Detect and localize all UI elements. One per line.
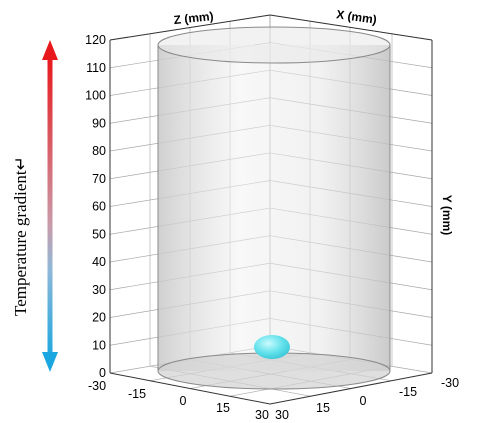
y-tick-label: 0 [99,366,106,380]
y-tick-label: 80 [92,144,106,158]
x-axis-title: X (mm) [335,7,377,27]
y-axis-title: Y (mm) [440,195,454,235]
y-tick-label: 40 [92,255,106,269]
y-tick-label: 100 [85,89,106,103]
temperature-gradient-arrow [42,40,58,372]
z-axis-title: Z (mm) [173,9,214,27]
y-tick-label: 70 [92,172,106,186]
z-tick-label: -15 [128,387,146,401]
y-tick-label: 10 [92,338,106,352]
y-tick-label: 60 [92,200,106,214]
y-tick-label: 110 [86,61,106,75]
x-tick-label: 30 [275,408,289,422]
y-tick-label: 50 [92,227,106,241]
temperature-gradient-label: Temperature gradient↵ [11,156,30,316]
x-tick-label: -15 [399,385,417,399]
cylinder [157,26,391,390]
cylinder-top [157,26,391,64]
x-tick-label: -30 [441,376,459,390]
y-tick-label: 20 [92,311,106,325]
y-tick-label: 90 [92,116,106,130]
x-tick-labels: 30 15 0 -15 -30 [275,376,459,422]
z-tick-label: 0 [180,394,187,408]
y-tick-label: 30 [92,283,106,297]
x-tick-label: 0 [360,394,367,408]
droplet [254,335,290,359]
z-tick-labels: -30 -15 0 15 30 [88,379,269,422]
arrow-head-down [42,352,58,372]
box-frame [109,14,433,405]
y-tick-label: 120 [85,33,106,47]
x-tick-label: 15 [316,401,330,415]
z-tick-label: -30 [88,379,106,393]
z-tick-label: 30 [255,408,269,422]
arrow-head-up [42,40,58,60]
z-tick-label: 15 [216,401,230,415]
